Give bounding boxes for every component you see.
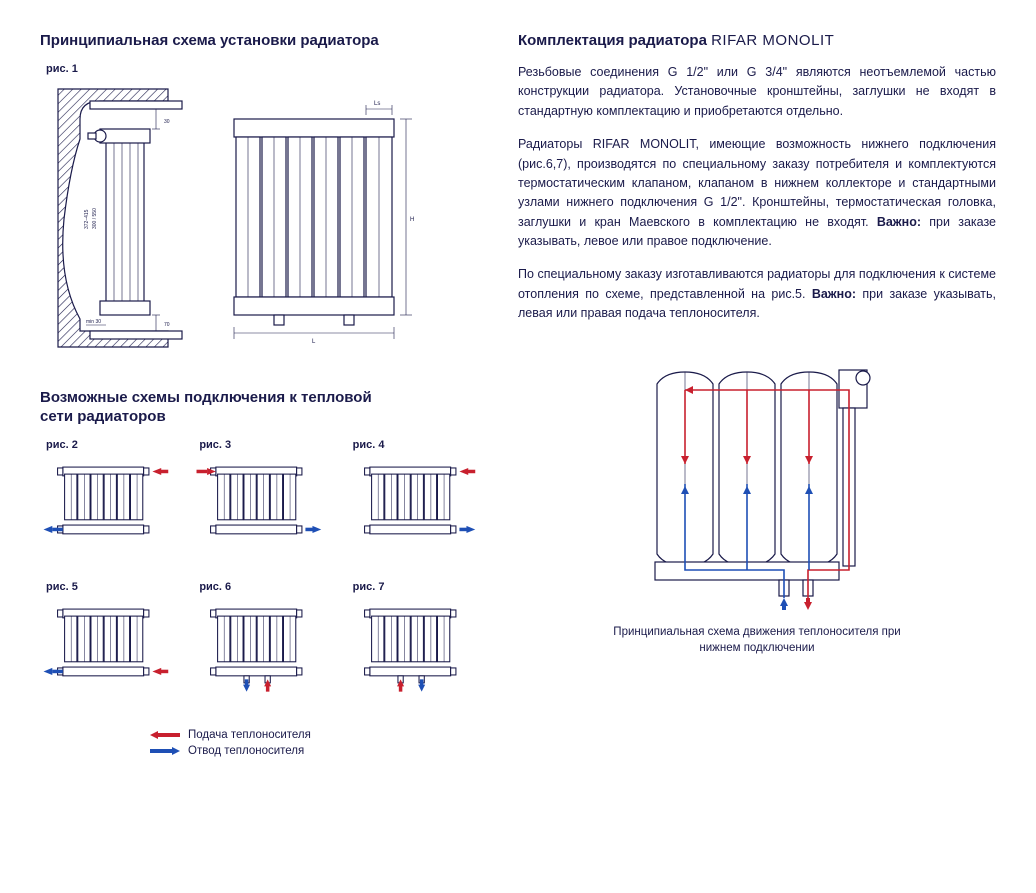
config-heading: Комплектация радиатора RIFAR MONOLIT — [518, 32, 996, 49]
scheme-label: рис. 7 — [353, 581, 467, 593]
scheme-label: рис. 5 — [46, 581, 160, 593]
para1: Резьбовые соединения G 1/2" или G 3/4" я… — [518, 63, 996, 121]
flow-caption: Принципиальная схема движения теплоносит… — [518, 624, 996, 656]
scheme-label: рис. 3 — [199, 439, 313, 451]
fig1-wrap: 30 70 300 / 550 372–415 min 30 — [40, 79, 480, 359]
schemes-grid: рис. 2 рис. 3 рис. 4 рис. 5 рис. 6 — [40, 433, 480, 709]
scheme-2: рис. 2 — [40, 433, 160, 567]
flow-diagram — [627, 354, 887, 614]
dim-Ls: Ls — [374, 101, 380, 107]
scheme-svg — [193, 455, 323, 567]
legend-return: Отвод теплоносителя — [188, 745, 304, 757]
scheme-5: рис. 5 — [40, 575, 160, 709]
legend: Подача теплоносителя Отвод теплоносителя — [150, 729, 480, 757]
dim-top-gap: 30 — [164, 119, 170, 125]
install-heading: Принципиальная схема установки радиатора — [40, 32, 480, 49]
scheme-label: рис. 6 — [199, 581, 313, 593]
dim-heights: 300 / 550 — [92, 208, 98, 229]
scheme-svg — [40, 597, 170, 709]
scheme-7: рис. 7 — [347, 575, 467, 709]
dim-H: H — [410, 217, 414, 223]
left-column: Принципиальная схема установки радиатора… — [40, 32, 480, 761]
arrow-blue-icon — [150, 746, 180, 756]
scheme-svg — [193, 597, 323, 709]
legend-supply: Подача теплоносителя — [188, 729, 311, 741]
scheme-label: рис. 2 — [46, 439, 160, 451]
scheme-4: рис. 4 — [347, 433, 467, 567]
scheme-label: рис. 4 — [353, 439, 467, 451]
scheme-svg — [347, 597, 477, 709]
scheme-svg — [40, 455, 170, 567]
fig1-front-view: L Ls H — [214, 79, 414, 359]
schemes-heading-a: Возможные схемы подключения к тепловой — [40, 389, 480, 406]
dim-overall: 372–415 — [84, 209, 90, 229]
flow-diagram-wrap: Принципиальная схема движения теплоносит… — [518, 354, 996, 656]
dim-L: L — [312, 339, 316, 345]
scheme-6: рис. 6 — [193, 575, 313, 709]
para3: По специальному заказу изготавливаются р… — [518, 265, 996, 323]
dim-bot-gap: 70 — [164, 322, 170, 328]
schemes-heading-b: сети радиаторов — [40, 408, 480, 425]
fig1-label: рис. 1 — [46, 63, 480, 75]
right-column: Комплектация радиатора RIFAR MONOLIT Рез… — [518, 32, 996, 761]
para2: Радиаторы RIFAR MONOLIT, имеющие возможн… — [518, 135, 996, 251]
dim-wall-gap: min 30 — [86, 319, 101, 325]
fig1-wall-cross-section: 30 70 300 / 550 372–415 min 30 — [40, 79, 190, 359]
scheme-3: рис. 3 — [193, 433, 313, 567]
scheme-svg — [347, 455, 477, 567]
arrow-red-icon — [150, 730, 180, 740]
